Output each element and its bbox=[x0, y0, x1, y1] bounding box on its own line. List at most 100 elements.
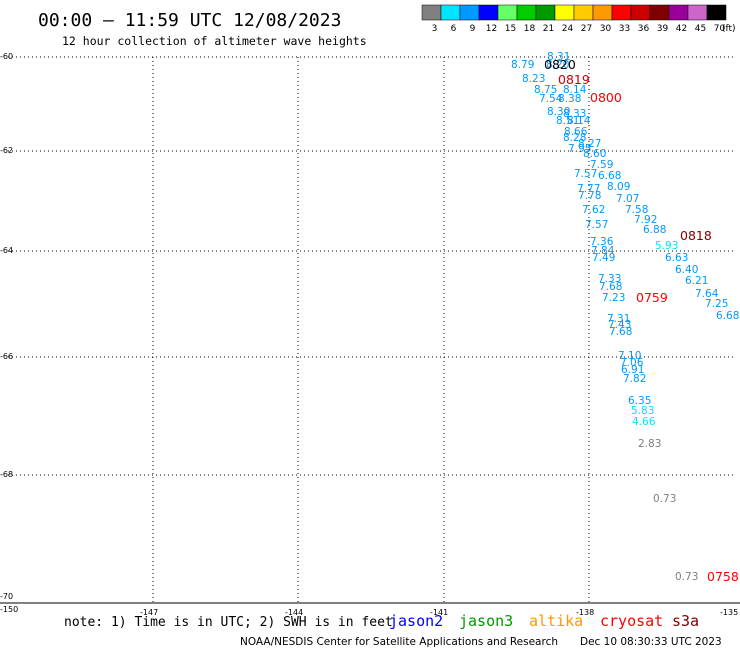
wave-height-label: 5.83 bbox=[631, 405, 654, 417]
pass-time-label: 0758 bbox=[707, 569, 739, 584]
legend-swatch bbox=[535, 4, 556, 21]
pass-time-label: 0820 bbox=[544, 57, 576, 72]
timestamp: Dec 10 08:30:33 UTC 2023 bbox=[580, 636, 722, 648]
wave-height-label: 6.91 bbox=[621, 364, 644, 376]
legend-swatch bbox=[687, 4, 708, 21]
wave-height-label: 7.54 bbox=[539, 93, 563, 105]
latitude-label: -68 bbox=[0, 470, 13, 479]
legend-swatch bbox=[516, 4, 537, 21]
legend-label: 33 bbox=[619, 24, 630, 34]
wave-height-label: 7.78 bbox=[578, 190, 601, 202]
legend-label: 42 bbox=[676, 24, 687, 34]
legend-label: 30 bbox=[600, 24, 612, 34]
wave-height-labels: 8.31 8.79 8.208.238.75 8.14 7.548.388.308.33… bbox=[511, 51, 739, 584]
wave-height-label: 8.79 bbox=[511, 59, 534, 71]
wave-height-label: 6.40 bbox=[675, 264, 698, 276]
wave-height-label: 0.73 bbox=[653, 493, 676, 505]
wave-height-label: 7.06 bbox=[620, 357, 644, 369]
legend-label: 27 bbox=[581, 24, 592, 34]
wave-height-label: 8.33 bbox=[563, 108, 586, 120]
wave-height-label: 6.63 bbox=[665, 252, 688, 264]
legend-label: 3 bbox=[432, 24, 438, 34]
wave-height-label: 8.20 bbox=[546, 59, 569, 71]
wave-height-label: 6.35 bbox=[628, 395, 651, 407]
longitude-label: -150 bbox=[0, 605, 18, 614]
longitude-label: -147 bbox=[140, 608, 158, 617]
satellite-name: jason3 bbox=[459, 612, 513, 630]
color-legend: 3 6 9 12 15 18 21 24 27 30 33 36 39 42 45 70(ft) bbox=[421, 4, 736, 34]
wave-height-label: 8.14 bbox=[567, 115, 591, 127]
wave-height-label: 8.30 bbox=[547, 106, 570, 118]
legend-label: 36 bbox=[638, 24, 650, 34]
wave-height-label: 5.93 bbox=[655, 240, 678, 252]
legend-swatch bbox=[592, 4, 613, 21]
wave-height-label: 7.84 bbox=[591, 245, 615, 257]
longitude-label: -138 bbox=[576, 608, 594, 617]
satellite-name: jason2 bbox=[389, 612, 443, 630]
legend-unit: (ft) bbox=[722, 24, 736, 34]
wave-height-label: 8.31 bbox=[547, 51, 570, 63]
latitude-label: -70 bbox=[0, 592, 13, 601]
legend-label: 70 bbox=[714, 24, 726, 34]
legend-label: 18 bbox=[524, 24, 536, 34]
legend-label: 12 bbox=[486, 24, 497, 34]
wave-height-label: 6.21 bbox=[685, 275, 708, 287]
legend-swatch bbox=[440, 4, 461, 21]
wave-height-label: 8.09 bbox=[607, 181, 630, 193]
wave-height-label: 8.75 bbox=[534, 84, 557, 96]
wave-height-label: 7.25 bbox=[705, 298, 728, 310]
legend-label: 39 bbox=[657, 24, 669, 34]
legend-swatch bbox=[668, 4, 689, 21]
satellite-name: s3a bbox=[672, 612, 699, 630]
legend-swatch bbox=[421, 4, 442, 21]
legend-swatch bbox=[706, 4, 727, 21]
wave-height-label: 8.38 bbox=[558, 93, 581, 105]
legend-swatch bbox=[459, 4, 480, 21]
longitude-label: -135 bbox=[720, 608, 738, 617]
wave-height-label: 8.27 bbox=[578, 138, 601, 150]
legend-label: 9 bbox=[470, 24, 476, 34]
legend-label: 45 bbox=[695, 24, 706, 34]
legend-label: 21 bbox=[543, 24, 554, 34]
legend-swatch bbox=[630, 4, 651, 21]
longitude-label: -141 bbox=[430, 608, 448, 617]
satellite-name: cryosat bbox=[600, 612, 663, 630]
latitude-label: -60 bbox=[0, 52, 13, 61]
wave-height-label: 7.58 bbox=[625, 204, 648, 216]
wave-height-label: 7.07 bbox=[616, 193, 639, 205]
wave-height-label: 6.68 bbox=[716, 310, 739, 322]
wave-height-label: 6.88 bbox=[643, 224, 666, 236]
wave-height-label: 7.57 bbox=[585, 219, 608, 231]
map-grid bbox=[0, 56, 740, 604]
wave-height-label: 7.57 bbox=[574, 168, 597, 180]
axis-labels: -60 -62 -64 -66 -68 -70 -150 -147 -144 -141 -138 -1… bbox=[0, 52, 738, 617]
legend-swatch bbox=[497, 4, 518, 21]
map-subtitle: 12 hour collection of altimeter wave hei… bbox=[62, 34, 367, 48]
wave-height-label: 7.36 bbox=[590, 236, 614, 248]
latitude-label: -64 bbox=[0, 246, 13, 255]
legend-label: 15 bbox=[505, 24, 516, 34]
wave-height-label: 7.59 bbox=[590, 159, 613, 171]
satellite-legend: jason2 jason3 altika cryosat s3a bbox=[389, 612, 699, 630]
pass-time-label: 0759 bbox=[636, 290, 668, 305]
wave-height-label: 6.68 bbox=[598, 170, 621, 182]
wave-height-label: 7.43 bbox=[608, 319, 631, 331]
wave-height-label: 0.73 bbox=[675, 571, 698, 583]
wave-height-label: 7.10 bbox=[618, 350, 641, 362]
wave-height-label: 4.66 bbox=[632, 416, 656, 428]
legend-label: 6 bbox=[451, 24, 457, 34]
legend-swatch bbox=[611, 4, 632, 21]
wave-height-label: 8.23 bbox=[522, 73, 545, 85]
latitude-label: -66 bbox=[0, 352, 13, 361]
wave-height-label: 7.64 bbox=[695, 288, 719, 300]
wave-height-label: 7.92 bbox=[634, 214, 657, 226]
wave-height-label: 7.23 bbox=[602, 292, 625, 304]
wave-height-label: 8.28 bbox=[563, 132, 586, 144]
wave-height-label: 7.49 bbox=[592, 252, 615, 264]
wave-height-label: 8.66 bbox=[564, 126, 588, 138]
legend-swatch bbox=[554, 4, 575, 21]
wave-height-label: 2.83 bbox=[638, 438, 661, 450]
legend-swatch bbox=[649, 4, 670, 21]
wave-height-label: 8.51 bbox=[556, 115, 579, 127]
satellite-name: altika bbox=[529, 612, 583, 630]
